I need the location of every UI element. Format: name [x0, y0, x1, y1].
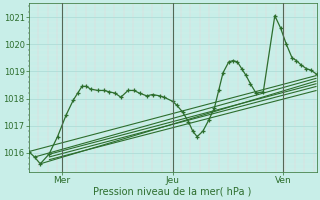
- X-axis label: Pression niveau de la mer( hPa ): Pression niveau de la mer( hPa ): [93, 187, 252, 197]
